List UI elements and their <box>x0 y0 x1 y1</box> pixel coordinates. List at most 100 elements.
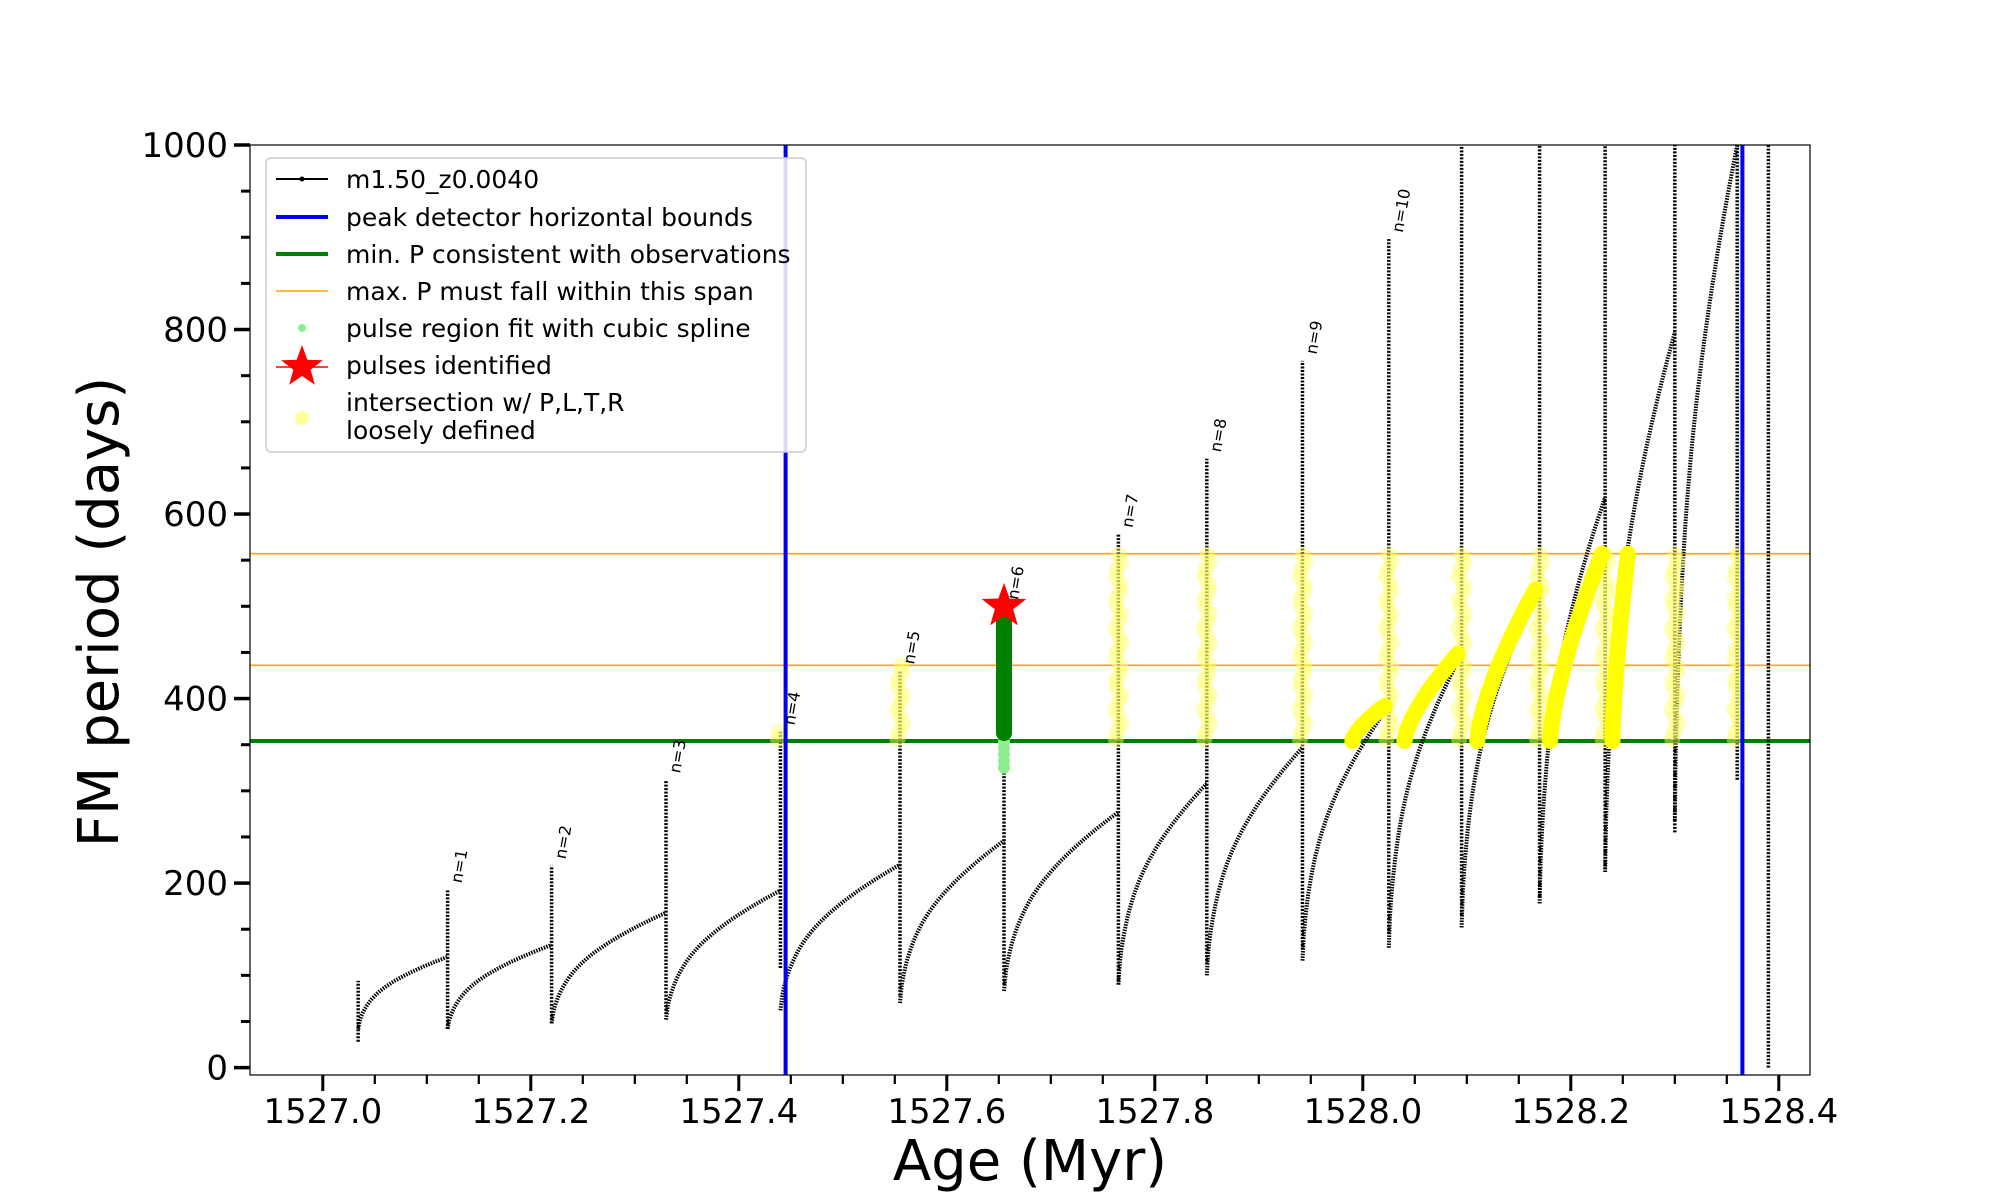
intersection-point <box>771 723 788 740</box>
intersection-point <box>1107 590 1124 607</box>
intersection-point <box>1297 605 1314 622</box>
intersection-point <box>1108 598 1125 615</box>
intersection-point <box>1196 568 1213 585</box>
intersection-point <box>1293 642 1310 659</box>
intersection-point <box>1530 723 1547 740</box>
intersection-point <box>1726 590 1743 607</box>
legend-box <box>265 157 807 453</box>
intersection-point <box>1107 620 1124 637</box>
intersection-point <box>1201 605 1218 622</box>
series-cycle-10 <box>1386 653 1464 948</box>
intersection-column-3 <box>1195 546 1218 748</box>
intersection-point <box>1453 546 1470 563</box>
legend-entry-5: pulses identified <box>276 345 552 385</box>
intersection-point <box>1530 561 1547 578</box>
intersection-point <box>1728 642 1745 659</box>
legend-swatch <box>281 345 323 385</box>
intersection-point <box>1531 546 1548 563</box>
series-cycle-13 <box>1603 331 1677 873</box>
intersection-point <box>1726 701 1743 718</box>
x-tick-label: 1527.2 <box>471 1092 590 1132</box>
series-cycle-0 <box>356 955 449 1030</box>
intersection-point <box>1294 627 1311 644</box>
intersection-point <box>1452 679 1469 696</box>
intersection-point <box>1597 627 1614 644</box>
intersection-point <box>1726 649 1743 666</box>
intersection-point <box>1453 709 1470 726</box>
intersection-point <box>892 694 909 711</box>
intersection-point <box>1112 657 1129 674</box>
intersection-point <box>1383 635 1400 652</box>
intersection-point <box>1382 664 1399 681</box>
intersection-point <box>1199 709 1216 726</box>
intersection-point <box>1456 554 1473 571</box>
legend-label-line: min. P consistent with observations <box>346 240 791 269</box>
intersection-point <box>1197 679 1214 696</box>
intersection-point <box>1200 657 1217 674</box>
intersection-point <box>1665 642 1682 659</box>
spline-fit-markers <box>996 600 1012 774</box>
intersection-point <box>1109 723 1126 740</box>
intersection-point <box>1291 731 1308 748</box>
intersection-point <box>894 664 911 681</box>
legend-entry-3: max. P must fall within this span <box>276 277 754 306</box>
observation-marker-column <box>996 606 1012 742</box>
intersection-point <box>1199 627 1216 644</box>
intersection-point <box>1531 709 1548 726</box>
intersection-point <box>1528 568 1545 585</box>
intersection-point <box>1595 642 1612 659</box>
legend-label-line: loosely defined <box>346 416 536 445</box>
intersection-point <box>1450 620 1467 637</box>
intersection-point <box>893 657 910 674</box>
intersection-point <box>1195 701 1212 718</box>
legend-swatch <box>298 324 306 332</box>
intersection-point <box>1112 664 1129 681</box>
intersection-point <box>1667 709 1684 726</box>
intersection-point <box>1383 716 1400 733</box>
intersection-point <box>1291 701 1308 718</box>
intersection-point <box>1109 561 1126 578</box>
intersection-point <box>1594 649 1611 666</box>
intersection-point <box>1107 672 1124 689</box>
intersection-point <box>1200 664 1217 681</box>
intersection-point <box>1200 583 1217 600</box>
intersection-point <box>1455 664 1472 681</box>
x-tick-label: 1527.8 <box>1095 1092 1214 1132</box>
series-cycle-7 <box>1116 782 1209 985</box>
intersection-point <box>1530 642 1547 659</box>
intersection-point <box>1450 568 1467 585</box>
intersection-point <box>1452 598 1469 615</box>
intersection-point <box>1669 554 1686 571</box>
intersection-point <box>1594 672 1611 689</box>
legend-label-line: m1.50_z0.0040 <box>346 165 539 194</box>
intersection-point <box>1534 554 1551 571</box>
intersection-point <box>1112 583 1129 600</box>
intersection-point <box>1110 546 1127 563</box>
intersection-point <box>1663 620 1680 637</box>
intersection-point <box>1669 635 1686 652</box>
y-tick-label: 800 <box>163 311 228 351</box>
intersection-point <box>1110 627 1127 644</box>
intersection-point <box>1669 686 1686 703</box>
y-tick-label: 400 <box>163 680 228 720</box>
intersection-point <box>1296 664 1313 681</box>
intersection-point <box>1378 649 1395 666</box>
intersection-point <box>1456 716 1473 733</box>
intersection-point <box>1110 709 1127 726</box>
intersection-point <box>889 731 906 748</box>
intersection-arc-3 <box>1542 545 1610 749</box>
intersection-point <box>1665 723 1682 740</box>
intersection-point <box>1664 590 1681 607</box>
intersection-point <box>1291 620 1308 637</box>
intersection-point <box>1113 686 1130 703</box>
intersection-point <box>1197 561 1214 578</box>
intersection-point <box>1454 613 1471 630</box>
intersection-point <box>1294 694 1311 711</box>
intersection-point <box>1532 613 1549 630</box>
intersection-point <box>1727 598 1744 615</box>
intersection-point <box>1594 620 1611 637</box>
plot-layers <box>250 145 1810 1075</box>
intersection-point <box>1196 731 1213 748</box>
intersection-point <box>890 723 907 740</box>
